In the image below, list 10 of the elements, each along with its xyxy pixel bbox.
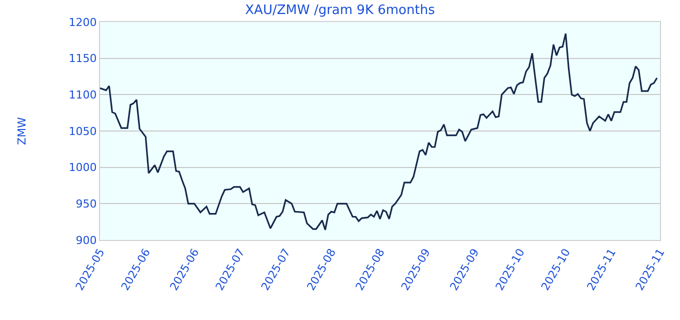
chart-title: XAU/ZMW /gram 9K 6months [245,2,436,18]
y-tick-label: 1100 [68,88,97,102]
y-tick-label: 900 [76,234,97,247]
y-tick-label: 1150 [68,52,97,66]
y-tick-label: 1000 [68,161,97,174]
y-tick-label: 1200 [68,16,97,29]
y-axis-title: ZMW [15,116,28,145]
y-tick-label: 1050 [68,124,97,138]
line-series [100,32,658,231]
y-tick-label: 950 [76,198,97,211]
